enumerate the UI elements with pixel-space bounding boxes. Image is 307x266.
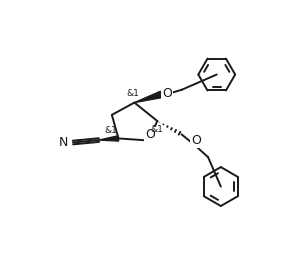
Text: O: O <box>145 128 155 141</box>
Text: &1: &1 <box>104 126 117 135</box>
Polygon shape <box>134 91 162 103</box>
Text: &1: &1 <box>126 89 139 98</box>
Polygon shape <box>99 136 119 141</box>
Text: O: O <box>162 87 172 100</box>
Text: N: N <box>59 136 68 149</box>
Text: O: O <box>191 134 201 147</box>
Text: &1: &1 <box>150 125 163 134</box>
